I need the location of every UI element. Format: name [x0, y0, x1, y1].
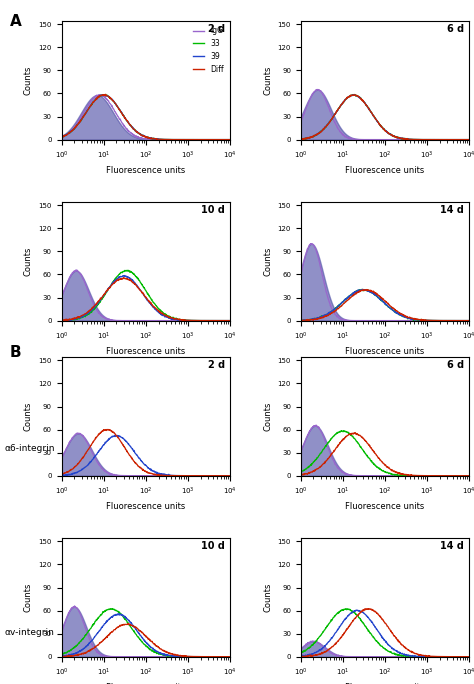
Text: 2 d: 2 d — [208, 360, 225, 370]
Y-axis label: Counts: Counts — [24, 66, 33, 95]
X-axis label: Fluorescence units: Fluorescence units — [346, 502, 425, 511]
X-axis label: Fluorescence units: Fluorescence units — [106, 502, 185, 511]
Y-axis label: Counts: Counts — [263, 402, 272, 431]
X-axis label: Fluorescence units: Fluorescence units — [346, 166, 425, 175]
Text: αv-integrin: αv-integrin — [5, 628, 55, 637]
Legend: IgG, 33, 39, Diff: IgG, 33, 39, Diff — [190, 23, 227, 77]
Y-axis label: Counts: Counts — [24, 582, 33, 611]
Y-axis label: Counts: Counts — [24, 402, 33, 431]
X-axis label: Fluorescence units: Fluorescence units — [346, 347, 425, 356]
Y-axis label: Counts: Counts — [263, 66, 272, 95]
Text: A: A — [9, 14, 21, 29]
Text: 10 d: 10 d — [201, 541, 225, 551]
Text: 6 d: 6 d — [447, 24, 464, 34]
Y-axis label: Counts: Counts — [24, 246, 33, 276]
Text: 6 d: 6 d — [447, 360, 464, 370]
Text: α6-integrin: α6-integrin — [5, 443, 55, 453]
Text: 10 d: 10 d — [201, 205, 225, 215]
Y-axis label: Counts: Counts — [263, 246, 272, 276]
Text: 14 d: 14 d — [440, 205, 464, 215]
Text: 14 d: 14 d — [440, 541, 464, 551]
Text: B: B — [9, 345, 21, 360]
X-axis label: Fluorescence units: Fluorescence units — [346, 683, 425, 684]
Y-axis label: Counts: Counts — [263, 582, 272, 611]
Text: 2 d: 2 d — [208, 24, 225, 34]
X-axis label: Fluorescence units: Fluorescence units — [106, 347, 185, 356]
X-axis label: Fluorescence units: Fluorescence units — [106, 683, 185, 684]
X-axis label: Fluorescence units: Fluorescence units — [106, 166, 185, 175]
